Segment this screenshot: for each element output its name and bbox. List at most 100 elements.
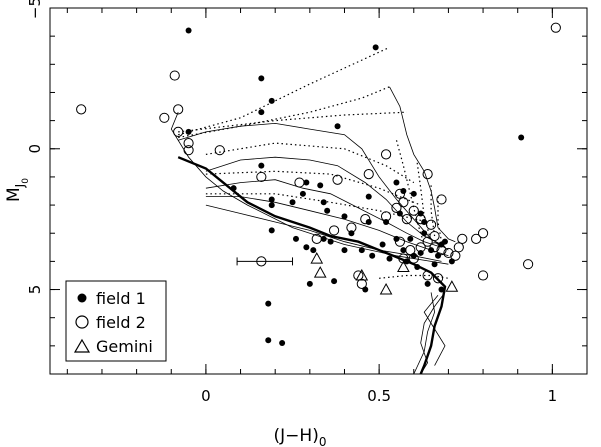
dotted-curve	[205, 170, 421, 206]
solid-curve	[205, 156, 442, 245]
point-field-1	[400, 247, 407, 254]
dotted-curve	[379, 274, 449, 279]
point-field-1	[327, 238, 334, 245]
y-tick-label: 5	[26, 285, 44, 295]
point-field-2	[415, 214, 426, 225]
point-field-1	[279, 340, 286, 347]
point-gemini	[445, 280, 459, 292]
point-field-1	[341, 213, 348, 220]
point-field-2	[183, 145, 194, 156]
point-field-1	[265, 337, 272, 344]
point-field-2	[159, 112, 170, 123]
point-field-1	[317, 182, 324, 189]
point-field-2	[311, 233, 322, 244]
point-field-2	[436, 194, 447, 205]
point-field-2	[425, 219, 437, 230]
point-field-1	[303, 179, 310, 186]
y-tick-label: 0	[26, 144, 44, 154]
point-field-1	[341, 247, 348, 254]
point-field-1	[324, 207, 331, 214]
point-field-2	[429, 242, 440, 253]
axis-ticks: 0 0.5 1 −5 0 5	[26, 0, 588, 405]
point-gemini	[355, 268, 369, 281]
point-field-1	[365, 193, 372, 200]
point-field-2	[422, 270, 433, 281]
point-field-2	[523, 259, 534, 270]
point-field-2	[398, 197, 409, 208]
point-field-2	[394, 236, 406, 247]
point-field-2	[422, 236, 433, 247]
point-field-2	[415, 242, 426, 253]
point-field-1	[310, 247, 317, 254]
point-field-1	[268, 227, 275, 234]
legend-label-gemini: Gemini	[96, 337, 153, 356]
x-tick-label: 1	[548, 387, 558, 405]
y-tick-label: −5	[26, 0, 44, 19]
point-field-1	[438, 286, 445, 293]
y-tick-label-group: −5	[26, 0, 44, 19]
point-field-2	[405, 245, 416, 256]
point-field-1	[424, 280, 431, 287]
thick-curve	[177, 156, 447, 375]
point-field-1	[441, 238, 448, 245]
point-field-2	[173, 104, 184, 115]
point-field-1	[268, 97, 275, 104]
dotted-curve	[178, 111, 407, 133]
point-field-1	[268, 202, 275, 209]
dotted-curve	[205, 142, 415, 184]
point-field-1	[518, 134, 525, 141]
point-field-2	[346, 222, 357, 233]
point-field-2	[183, 138, 194, 149]
legend-label-field-1: field 1	[96, 289, 146, 308]
point-field-2	[256, 171, 267, 183]
point-field-1	[393, 179, 400, 186]
point-field-1	[358, 247, 365, 254]
point-field-1	[407, 235, 414, 242]
legend-marker-gemini	[73, 338, 91, 353]
dotted-curve	[395, 140, 425, 245]
point-field-1	[265, 300, 272, 307]
point-field-2	[169, 70, 180, 81]
point-field-1	[303, 244, 310, 251]
y-tick-label-group: 5	[26, 285, 44, 295]
point-field-1	[185, 27, 192, 34]
point-field-2	[408, 205, 419, 216]
point-field-2	[429, 230, 440, 242]
y-tick-label-group: 0	[26, 144, 44, 154]
x-axis-label: (J−H)0	[274, 426, 327, 447]
point-field-2	[380, 211, 392, 222]
point-field-2	[380, 149, 392, 160]
point-field-1	[334, 123, 341, 130]
point-field-1	[185, 128, 192, 135]
point-field-1	[369, 252, 376, 259]
point-field-2	[432, 273, 444, 284]
point-field-2	[457, 233, 468, 244]
point-field-2	[363, 169, 374, 180]
point-field-2	[256, 256, 267, 267]
point-field-2	[332, 174, 343, 185]
point-field-1	[230, 185, 237, 192]
point-field-2	[477, 228, 489, 239]
point-field-2	[76, 104, 87, 115]
point-field-1	[268, 196, 275, 203]
point-field-1	[320, 199, 327, 206]
legend-label-field-2: field 2	[96, 313, 146, 332]
point-field-1	[306, 280, 313, 287]
point-field-2	[450, 250, 461, 261]
point-field-2	[471, 233, 482, 244]
point-field-2	[394, 188, 406, 199]
solid-curve	[420, 292, 446, 375]
point-field-1	[379, 241, 386, 248]
point-field-2	[328, 225, 340, 236]
point-field-1	[289, 199, 296, 206]
dotted-curve	[205, 193, 428, 223]
point-gemini	[379, 283, 393, 295]
point-field-1	[292, 235, 299, 242]
point-field-1	[299, 190, 306, 197]
point-field-1	[331, 278, 338, 285]
x-tick-label: 0.5	[367, 387, 391, 405]
point-field-2	[443, 247, 454, 259]
point-field-1	[258, 75, 265, 82]
plot-frame	[49, 7, 588, 375]
point-field-1	[258, 162, 265, 169]
